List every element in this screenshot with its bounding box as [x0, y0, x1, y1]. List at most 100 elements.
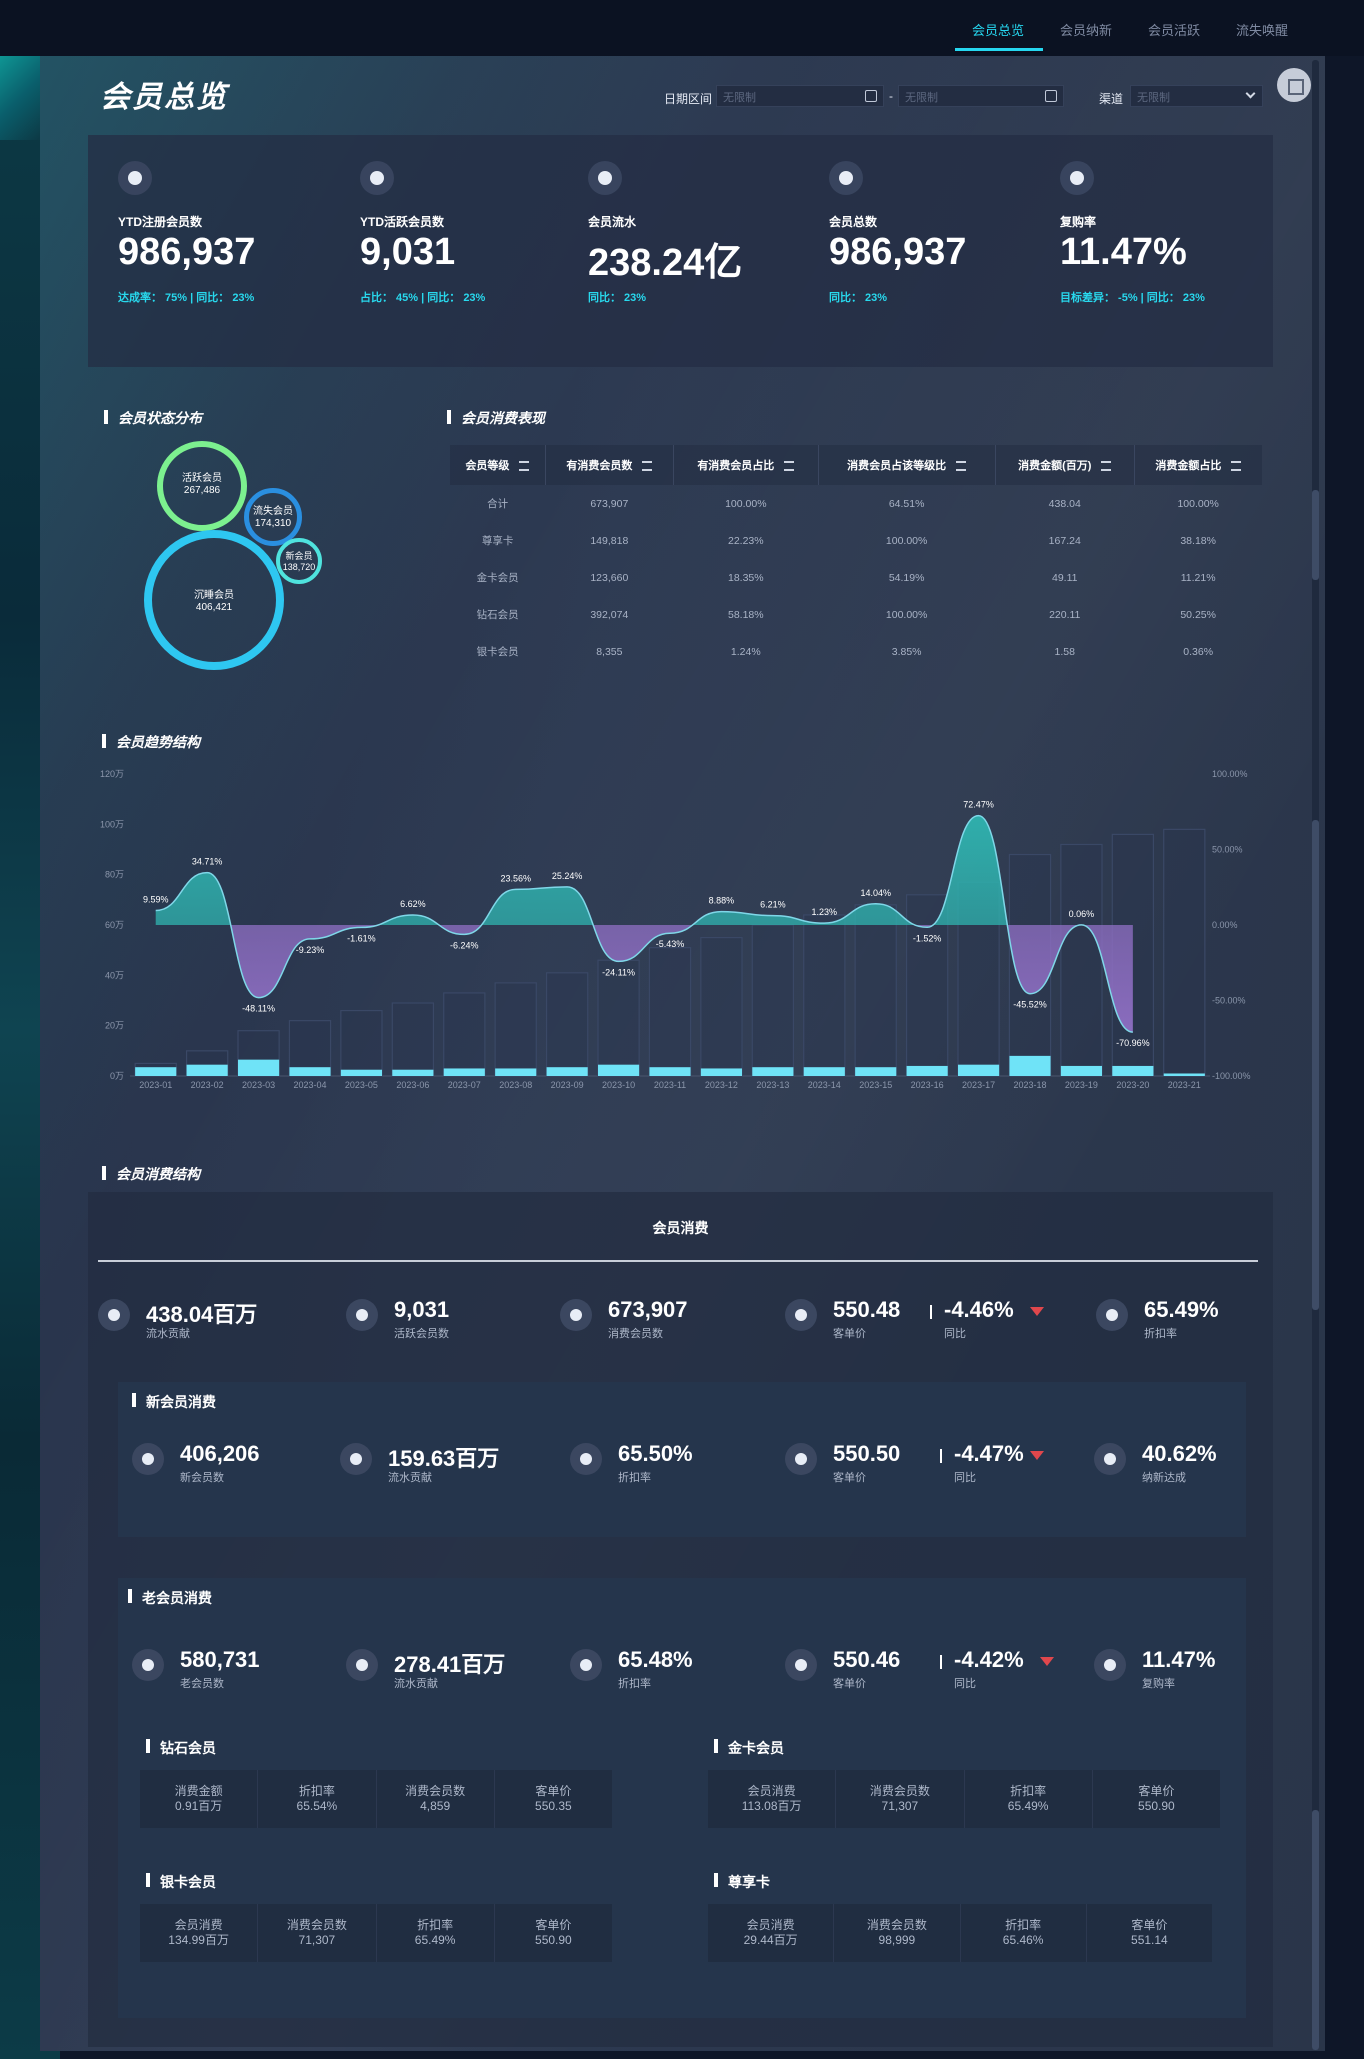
point-label: 6.62%: [400, 899, 426, 909]
tier-metric-value: 551.14: [1131, 1933, 1168, 1947]
stat-icon: [98, 1299, 130, 1331]
point-label: 14.04%: [860, 888, 891, 898]
down-arrow-icon: [1030, 1307, 1044, 1316]
table-cell: 438.04: [1048, 497, 1081, 510]
y-right-tick-label: -50.00%: [1212, 996, 1246, 1006]
table-cell: 673,907: [590, 497, 629, 510]
stat-value: 673,907: [608, 1297, 688, 1322]
calendar-icon[interactable]: [1045, 90, 1057, 102]
table-cell: 392,074: [590, 608, 629, 621]
tab-overview[interactable]: 会员总览: [971, 23, 1024, 38]
kpi-label: 会员总数: [829, 215, 878, 229]
point-label: -5.43%: [656, 939, 685, 949]
table-header[interactable]: 消费金额(百万): [994, 445, 1135, 485]
scrollbar-thumb-lower[interactable]: [1312, 1810, 1319, 2050]
kpi-label: 复购率: [1060, 215, 1097, 229]
stat-label: 折扣率: [1144, 1328, 1177, 1340]
point-label: 23.56%: [500, 873, 531, 883]
stat-value: 9,031: [394, 1297, 450, 1322]
table-row: 银卡会员 8,355 1.24% 3.85% 1.58 0.36%: [450, 633, 1262, 670]
down-arrow-icon: [1040, 1657, 1054, 1666]
tier-metric-label: 消费会员数: [405, 1784, 466, 1798]
x-tick-label: 2023-09: [551, 1080, 584, 1090]
sort-icon[interactable]: [784, 461, 795, 472]
kpi-label: YTD活跃会员数: [360, 215, 445, 229]
bubble-label: 新会员: [285, 551, 313, 561]
grid-menu-icon[interactable]: [1277, 68, 1311, 102]
stat-label: 流水贡献: [394, 1678, 438, 1690]
tier-metric-label: 消费会员数: [286, 1918, 347, 1932]
table-cell: 银卡会员: [476, 646, 519, 658]
tier-metric: 会员消费 134.99百万: [140, 1904, 257, 1962]
scrollbar-thumb[interactable]: [1312, 490, 1319, 580]
table-cell: 50.25%: [1180, 608, 1216, 621]
scrollbar-thumb-secondary[interactable]: [1312, 820, 1319, 1310]
bubble-value: 138,720: [282, 562, 316, 572]
sort-icon[interactable]: [519, 461, 530, 472]
tab-active-members[interactable]: 会员活跃: [1147, 23, 1200, 38]
x-tick-label: 2023-07: [448, 1080, 481, 1090]
tier-metric-value: 65.49%: [1007, 1799, 1049, 1813]
stat-label: 同比: [954, 1678, 976, 1690]
bar-total: [1060, 843, 1103, 1077]
bar-new: [289, 1067, 331, 1076]
calendar-icon[interactable]: [865, 90, 877, 102]
flow-icon: [588, 161, 622, 195]
consume-table-title: 会员消费表现: [447, 408, 545, 428]
date-separator: -: [889, 89, 893, 103]
kpi-value: 986,937: [829, 231, 967, 273]
point-label: 34.71%: [192, 857, 223, 867]
sort-icon[interactable]: [1101, 461, 1112, 472]
tier-metric-label: 会员消费: [746, 1918, 795, 1932]
y-left-tick-label: 0万: [110, 1071, 124, 1081]
tier-metric-label: 客单价: [1138, 1784, 1175, 1798]
sort-icon[interactable]: [1231, 461, 1242, 472]
x-tick-label: 2023-06: [396, 1080, 429, 1090]
bubble-active-members[interactable]: 活跃会员 267,486: [157, 441, 247, 531]
bar-new: [752, 1067, 794, 1076]
stat-icon: [132, 1649, 164, 1681]
table-cell: 149,818: [590, 534, 629, 547]
bubble-churned-members[interactable]: 流失会员 174,310: [244, 488, 302, 546]
table-header[interactable]: 有消费会员数: [544, 445, 674, 485]
x-tick-label: 2023-08: [499, 1080, 532, 1090]
tier-metric: 消费会员数 71,307: [257, 1904, 375, 1962]
bar-new: [958, 1064, 1000, 1076]
tab-churn-wakeup[interactable]: 流失唤醒: [1235, 23, 1288, 38]
sort-icon[interactable]: [642, 461, 653, 472]
table-cell: 100.00%: [885, 608, 928, 621]
table-row: 金卡会员 123,660 18.35% 54.19% 49.11 11.21%: [450, 559, 1262, 596]
x-tick-label: 2023-02: [191, 1080, 224, 1090]
new-member-box: [118, 1382, 1246, 1537]
y-left-tick-label: 20万: [105, 1021, 124, 1031]
channel-select[interactable]: 无限制: [1130, 85, 1263, 107]
bubble-dormant-members[interactable]: 沉睡会员 406,421: [144, 530, 284, 670]
bar-total: [854, 904, 897, 1077]
point-label: -45.52%: [1013, 1000, 1047, 1010]
table-header-label: 消费金额(百万): [1018, 460, 1092, 472]
date-from-input[interactable]: 无限制: [716, 85, 884, 107]
tier-metric-value: 65.49%: [414, 1933, 456, 1947]
tier-metric-value: 550.90: [535, 1933, 572, 1947]
table-header[interactable]: 有消费会员占比: [673, 445, 819, 485]
stat-label: 同比: [954, 1472, 976, 1484]
bar-total: [597, 959, 640, 1077]
y-left-tick-label: 80万: [105, 870, 124, 880]
table-row: 钻石会员 392,074 58.18% 100.00% 220.11 50.25%: [450, 596, 1262, 633]
date-to-input[interactable]: 无限制: [898, 85, 1064, 107]
sort-icon[interactable]: [956, 461, 967, 472]
stat-icon: [785, 1443, 817, 1475]
table-header[interactable]: 会员等级: [450, 445, 546, 485]
point-label: -1.61%: [347, 933, 376, 943]
table-row: 尊享卡 149,818 22.23% 100.00% 167.24 38.18%: [450, 522, 1262, 559]
point-label: 0.06%: [1069, 909, 1095, 919]
bubble-label: 沉睡会员: [194, 590, 234, 601]
table-header-label: 有消费会员数: [566, 460, 633, 472]
stat-label: 客单价: [833, 1472, 866, 1484]
table-header[interactable]: 消费金额占比: [1133, 445, 1262, 485]
bubble-new-members[interactable]: 新会员 138,720: [276, 538, 322, 584]
table-cell: 100.00%: [885, 534, 928, 547]
table-header[interactable]: 消费会员占该等级比: [817, 445, 996, 485]
stat-value: 159.63百万: [388, 1446, 500, 1471]
tab-new-members[interactable]: 会员纳新: [1059, 23, 1112, 38]
